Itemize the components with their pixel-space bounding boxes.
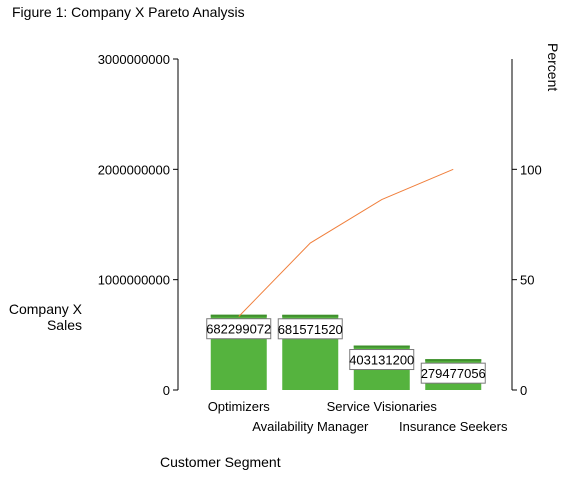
data-label-box-2	[349, 349, 415, 371]
bar-top-edge-0	[210, 314, 267, 317]
y-axis-title-line2: Sales	[47, 317, 82, 333]
data-label-3: 279477056	[421, 366, 486, 381]
y2-axis-title: Percent	[545, 43, 561, 91]
data-label-box-3	[420, 362, 486, 384]
y2-tick-label-2: 0	[520, 383, 527, 398]
x-tick-label-1: Availability Manager	[252, 419, 369, 434]
x-tick-label-0: Optimizers	[208, 399, 271, 414]
data-label-0: 682299072	[206, 322, 271, 337]
y-tick-label-0: 3000000000	[98, 52, 170, 67]
data-label-box-0	[206, 318, 272, 340]
bar-top-edge-1	[282, 314, 339, 317]
x-axis-title: Customer Segment	[160, 454, 281, 470]
y-tick-label-2: 1000000000	[98, 273, 170, 288]
data-label-2: 403131200	[349, 353, 414, 368]
y2-tick-label-1: 50	[520, 273, 534, 288]
data-label-1: 681571520	[278, 322, 343, 337]
y-tick-label-3: 0	[163, 383, 170, 398]
y2-tick-label-0: 100	[520, 162, 542, 177]
x-tick-label-2: Service Visionaries	[327, 399, 438, 414]
y-tick-label-1: 2000000000	[98, 162, 170, 177]
chart-title: Figure 1: Company X Pareto Analysis	[12, 4, 245, 20]
bar-top-edge-3	[425, 359, 482, 362]
plot-area: 682299072 681571520 403131200 279477056 300…	[98, 52, 542, 434]
y-axis-title-line1: Company X	[9, 301, 83, 317]
cumulative-percent-line	[238, 168, 454, 317]
x-tick-label-3: Insurance Seekers	[399, 419, 508, 434]
bar-top-edge-2	[353, 345, 410, 348]
data-label-box-1	[277, 318, 343, 340]
